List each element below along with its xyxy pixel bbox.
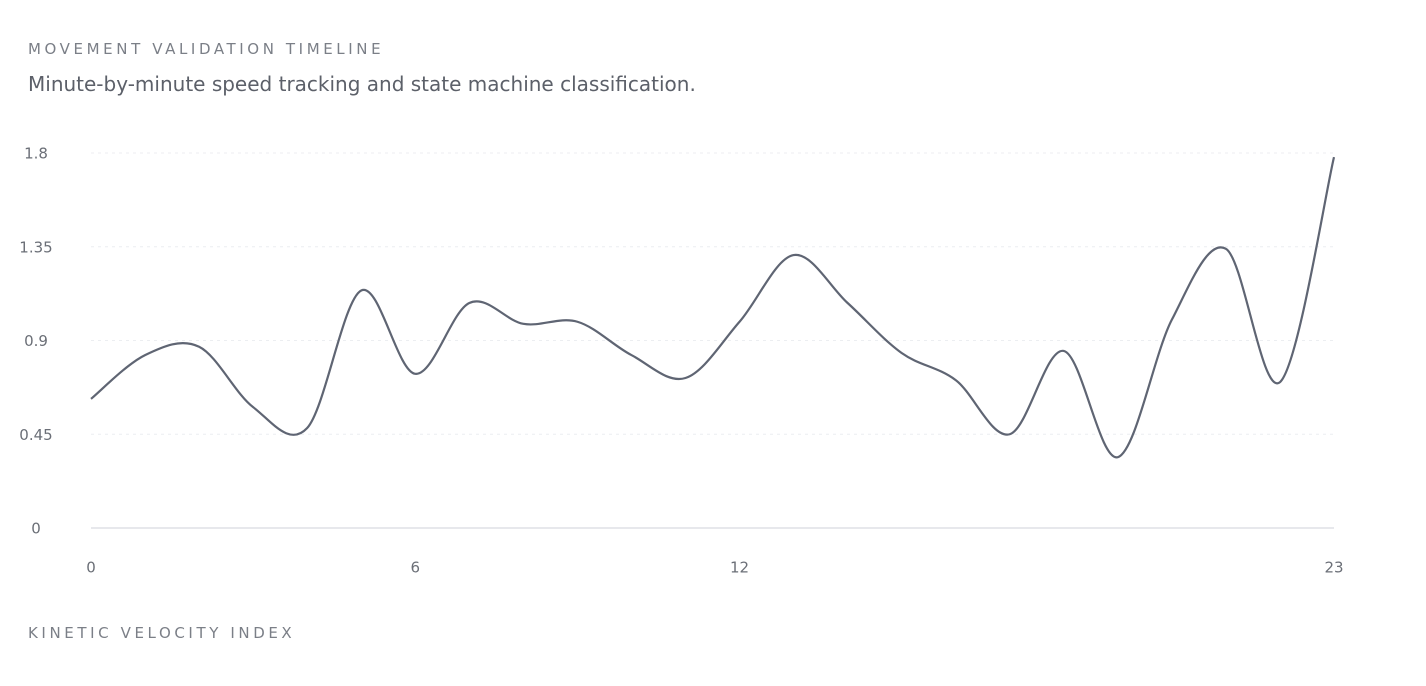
y-tick-label: 1.35 xyxy=(19,238,52,256)
x-tick-label: 0 xyxy=(86,559,96,577)
y-tick-label: 1.8 xyxy=(24,145,48,163)
y-tick-label: 0 xyxy=(31,520,41,538)
line xyxy=(90,156,1336,459)
chart-subtitle: Minute-by-minute speed tracking and stat… xyxy=(28,72,696,96)
x-tick-label: 23 xyxy=(1324,559,1343,577)
x-tick-label: 12 xyxy=(730,559,749,577)
chart-caption: KINETIC VELOCITY INDEX xyxy=(28,624,296,642)
y-tick-label: 0.9 xyxy=(24,332,48,350)
chart-title: MOVEMENT VALIDATION TIMELINE xyxy=(28,40,385,58)
x-tick-label: 6 xyxy=(410,559,420,577)
y-tick-label: 0.45 xyxy=(19,426,52,444)
